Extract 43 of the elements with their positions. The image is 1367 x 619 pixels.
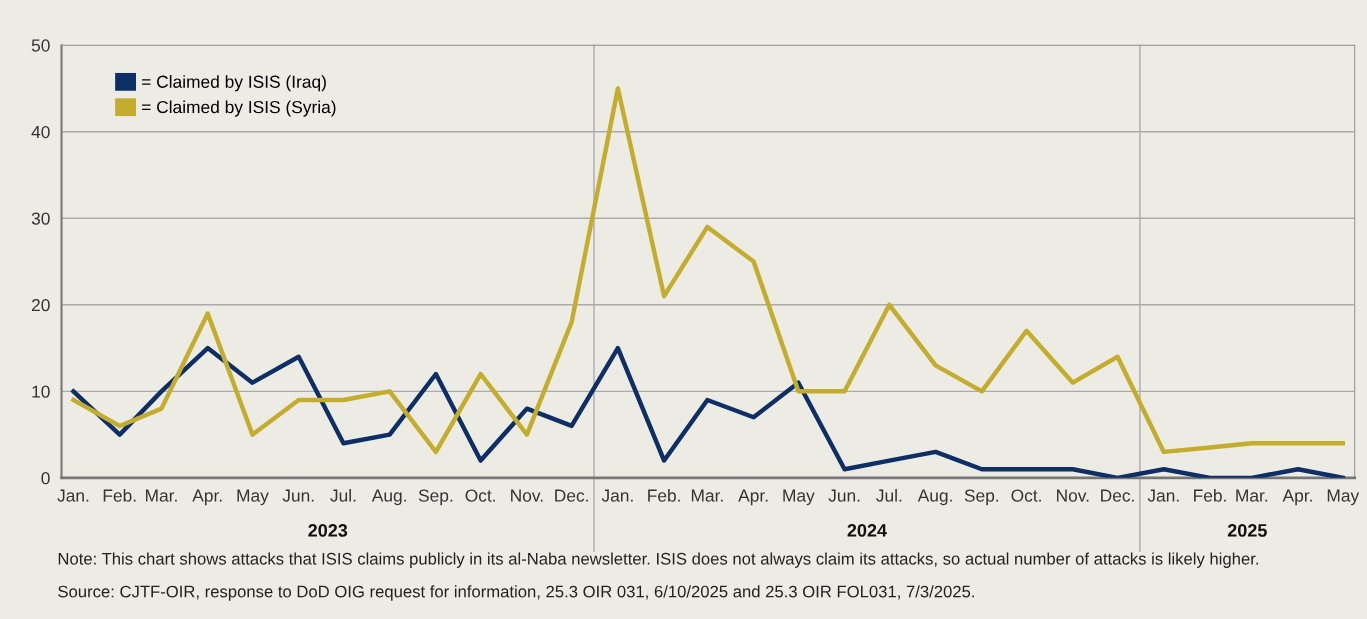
source-note: Source: CJTF-OIR, response to DoD OIG request for information, 25.3 OIR 031, 6/10/2025 and 25.3 OIR FOL031, 7/3/2025. bbox=[58, 585, 974, 601]
x-tick-label: Jun. bbox=[828, 489, 860, 502]
x-tick-label: Apr. bbox=[738, 489, 768, 506]
x-tick-label: Aug. bbox=[371, 489, 406, 506]
x-tick-label: Oct. bbox=[1011, 489, 1041, 502]
y-tick-label: 30 bbox=[31, 212, 50, 225]
x-tick-label: Apr. bbox=[1282, 489, 1312, 506]
line-series bbox=[71, 345, 1345, 478]
x-tick-label: Oct. bbox=[465, 489, 495, 502]
text: Note: This chart shows attacks that ISIS claims publicly in its al-Naba newsletter. ISIS does not always claim its attacks, so actual number of attacks is likely higher. bbox=[58, 552, 1258, 568]
x-tick-label: Jul. bbox=[876, 488, 902, 502]
x-tick-label: Mar. bbox=[691, 489, 723, 502]
legend-label: = Claimed by ISIS (Iraq) bbox=[142, 75, 326, 92]
x-tick-label: Apr. bbox=[192, 489, 222, 506]
text: 2023 bbox=[308, 524, 348, 537]
x-tick-label: Dec. bbox=[555, 489, 588, 502]
x-tick-label: Jul. bbox=[330, 488, 356, 502]
x-tick-label: Aug. bbox=[917, 489, 952, 506]
x-tick-label: May bbox=[237, 489, 269, 506]
x-tick-label: Dec. bbox=[1101, 489, 1134, 502]
x-tick-label: Feb. bbox=[648, 488, 680, 502]
x-tick-label: May bbox=[783, 489, 815, 506]
x-tick-label: Sep. bbox=[964, 489, 999, 506]
x-tick-label: Jun. bbox=[282, 489, 314, 502]
x-tick-label: Jan. bbox=[1147, 489, 1179, 502]
x-tick-label: Jan. bbox=[601, 489, 633, 502]
x-tick-label: Nov. bbox=[1057, 489, 1089, 502]
y-tick-label: 40 bbox=[31, 125, 50, 139]
x-tick-label: Mar. bbox=[1236, 489, 1268, 502]
y-tick-label: 20 bbox=[31, 298, 50, 312]
text: 2025 bbox=[1227, 524, 1267, 537]
x-tick-label: May bbox=[1327, 489, 1360, 506]
x-tick-label: Feb. bbox=[103, 488, 136, 502]
x-tick-label: Mar. bbox=[145, 489, 177, 502]
legend-label: = Claimed by ISIS (Syria) bbox=[142, 100, 336, 117]
x-tick-label: Nov. bbox=[511, 489, 543, 502]
y-tick-label: 0 bbox=[41, 472, 50, 485]
x-tick-label: Jan. bbox=[57, 489, 89, 502]
y-tick-label: 50 bbox=[31, 39, 50, 52]
x-tick-label: Feb. bbox=[1194, 488, 1226, 502]
y-tick-label: 10 bbox=[32, 385, 50, 398]
x-tick-label: Sep. bbox=[418, 489, 453, 506]
text: 2024 bbox=[847, 524, 887, 537]
